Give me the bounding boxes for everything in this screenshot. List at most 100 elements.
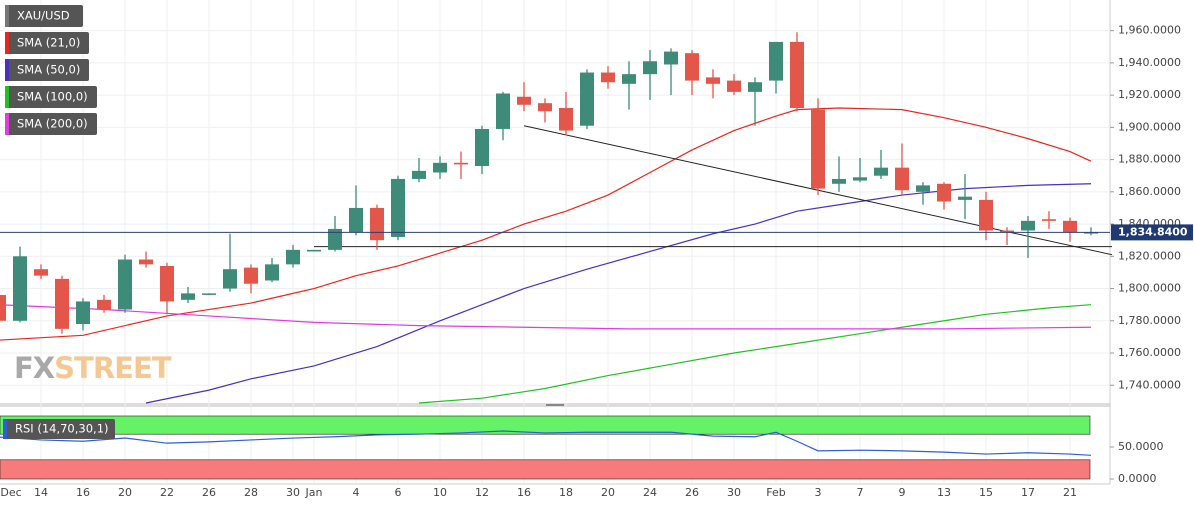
candle-body: [811, 109, 825, 189]
y-tick-label: 1,820.0000: [1118, 249, 1181, 262]
x-tick-label: 26: [685, 486, 699, 499]
oversold-zone: [0, 459, 1091, 480]
legend-swatch: [3, 419, 7, 439]
rsi-line: [0, 430, 1092, 456]
legend-box: [5, 113, 97, 135]
candle-body: [685, 53, 699, 81]
last-price-box: [1111, 224, 1193, 241]
x-tick-label: 7: [857, 486, 864, 499]
y-tick-label: 1,780.0000: [1118, 314, 1181, 327]
sma-line: [0, 304, 1092, 330]
x-tick-label: 22: [160, 486, 174, 499]
resize-handle: [546, 404, 564, 406]
watermark-part: STREET: [54, 351, 172, 385]
candle-body: [76, 301, 90, 325]
candle-body: [349, 207, 363, 233]
candle-body: [160, 265, 174, 302]
legend-swatch: [5, 113, 9, 135]
x-tick-label: 28: [244, 486, 258, 499]
y-tick-label: 1,940.0000: [1118, 56, 1181, 69]
candle-body: [370, 207, 384, 241]
x-tick-label: 20: [601, 486, 615, 499]
sma-line: [145, 183, 1092, 404]
candle-body: [517, 96, 531, 105]
candle-body: [853, 177, 867, 181]
x-tick-label: Jan: [305, 486, 323, 499]
candle-body: [496, 93, 510, 129]
legend-swatch: [5, 5, 9, 27]
candle-body: [1042, 219, 1056, 221]
candle-body: [916, 185, 930, 192]
legend-box: [3, 419, 115, 439]
y-tick-label: 1,760.0000: [1118, 346, 1181, 359]
y-tick-label: 1,860.0000: [1118, 185, 1181, 198]
candle-body: [265, 264, 279, 281]
candle-body: [433, 162, 447, 173]
candle-body: [958, 196, 972, 200]
y-tick-label: 0.0000: [1118, 472, 1157, 485]
candle-body: [538, 103, 552, 112]
legend-swatch: [5, 59, 9, 81]
candle-body: [1021, 220, 1035, 231]
candle-body: [139, 259, 153, 265]
legend-label: SMA (21,0): [17, 36, 80, 50]
x-tick-label: 24: [643, 486, 657, 499]
x-tick-label: 10: [433, 486, 447, 499]
candle-body: [622, 74, 636, 84]
candle-body: [664, 51, 678, 65]
candle-body: [706, 77, 720, 84]
candle-body: [832, 178, 846, 184]
candle-body: [328, 228, 342, 250]
legend-box: [5, 32, 89, 54]
x-tick-label: 4: [353, 486, 360, 499]
candle-body: [454, 162, 468, 165]
x-tick-label: 3: [815, 486, 822, 499]
x-tick-label: Feb: [766, 486, 785, 499]
x-tick-label: 14: [34, 486, 48, 499]
x-tick-label: 9: [899, 486, 906, 499]
candle-body: [979, 199, 993, 231]
candle-body: [790, 41, 804, 109]
candle-body: [307, 249, 321, 252]
legend-label: SMA (50,0): [17, 63, 80, 77]
x-tick-label: 30: [727, 486, 741, 499]
legend-box: [5, 86, 97, 108]
x-tick-label: 21: [1063, 486, 1077, 499]
y-tick-label: 1,740.0000: [1118, 378, 1181, 391]
legend-label: SMA (200,0): [17, 117, 88, 131]
last-price-label: 1,834.8400: [1118, 225, 1188, 238]
legend-swatch: [5, 32, 9, 54]
candle-body: [727, 80, 741, 92]
y-tick-label: 1,800.0000: [1118, 282, 1181, 295]
x-tick-label: 17: [1021, 486, 1035, 499]
candle-body: [1000, 230, 1014, 233]
y-tick-label: 1,920.0000: [1118, 88, 1181, 101]
candle-body: [643, 61, 657, 75]
candle-body: [937, 183, 951, 202]
candle-body: [769, 41, 783, 81]
overbought-zone: [0, 415, 1091, 435]
x-tick-label: 6: [395, 486, 402, 499]
x-tick-label: 16: [76, 486, 90, 499]
candle-body: [412, 170, 426, 179]
y-tick-label: 50.0000: [1118, 440, 1164, 453]
sma-line: [0, 107, 1092, 341]
x-tick-label: 16: [517, 486, 531, 499]
candle-body: [34, 269, 48, 276]
candle-body: [13, 256, 27, 321]
legend-swatch: [5, 86, 9, 108]
watermark: FXSTREET: [14, 351, 172, 385]
candle-body: [580, 72, 594, 126]
x-tick-label: 30: [286, 486, 300, 499]
y-tick-label: 1,960.0000: [1118, 24, 1181, 37]
x-tick-label: 15: [979, 486, 993, 499]
sma-line: [418, 304, 1092, 404]
candle-body: [118, 259, 132, 310]
x-tick-label: Dec: [0, 486, 21, 499]
candle-body: [1063, 220, 1077, 233]
candle-body: [202, 293, 216, 295]
candle-body: [0, 294, 6, 321]
legend-box: [5, 59, 89, 81]
candle-body: [748, 82, 762, 92]
